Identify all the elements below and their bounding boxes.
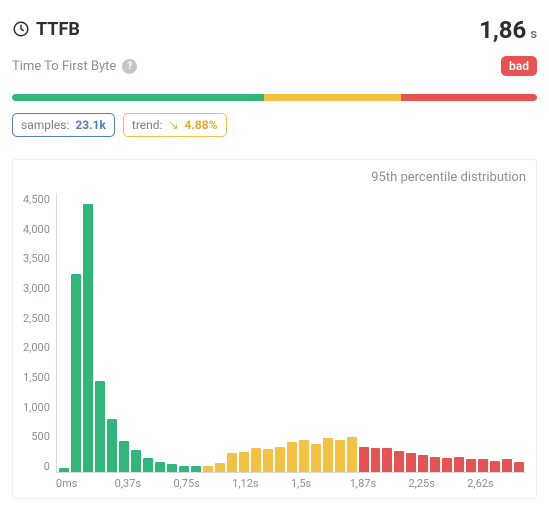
- histogram-bar: [478, 459, 488, 472]
- y-tick-label: 2,500: [23, 312, 50, 325]
- x-tick-label: 2,25s: [409, 477, 468, 490]
- histogram-bar: [466, 459, 476, 472]
- histogram-bar: [502, 459, 512, 472]
- histogram-bar: [275, 447, 285, 472]
- trend-down-icon: ↘: [168, 118, 178, 132]
- metric-title: TTFB: [36, 19, 80, 40]
- chart-title: 95th percentile distribution: [23, 170, 526, 185]
- histogram-bar: [215, 463, 225, 472]
- y-tick-label: 4,500: [23, 193, 50, 206]
- y-tick-label: 4,000: [23, 223, 50, 236]
- x-tick-label: 2,62s: [467, 477, 526, 490]
- histogram-bar: [155, 462, 165, 472]
- histogram-bar: [239, 452, 249, 472]
- trend-chip-label: trend:: [132, 118, 163, 132]
- histogram-bar: [227, 453, 237, 472]
- histogram-bar: [359, 447, 369, 472]
- metric-value: 1,86: [479, 16, 526, 44]
- distribution-segment: [12, 94, 264, 101]
- metric-unit: s: [530, 27, 537, 42]
- y-tick-label: 2,000: [23, 341, 50, 354]
- plot-wrap: 0ms0,37s0,75s1,12s1,5s1,87s2,25s2,62s: [56, 193, 526, 490]
- histogram-bar: [95, 381, 105, 472]
- trend-chip-value: 4.88%: [185, 118, 218, 132]
- histogram-bar: [430, 457, 440, 473]
- y-axis: 4,500 4,000 3,500 3,000 2,500 2,000 1,500 1,000…: [23, 193, 56, 473]
- subheader-row: Time To First Byte ? bad: [12, 56, 537, 76]
- metric-title-wrap: TTFB: [12, 19, 80, 40]
- y-tick-label: 3,500: [23, 252, 50, 265]
- distribution-segment: [264, 94, 401, 101]
- histogram-bar: [71, 274, 81, 472]
- y-tick-label: 0: [44, 460, 50, 473]
- histogram-bar: [143, 458, 153, 472]
- histogram-bar: [191, 466, 201, 472]
- distribution-segment: [401, 94, 538, 101]
- histogram-bar: [263, 449, 273, 472]
- metric-subtitle-wrap: Time To First Byte ?: [12, 59, 137, 74]
- distribution-bar: [12, 94, 537, 101]
- card-header: TTFB 1,86 s: [12, 16, 537, 44]
- histogram-bar: [394, 451, 404, 472]
- histogram-bar: [251, 448, 261, 472]
- x-tick-label: 1,5s: [291, 477, 350, 490]
- y-tick-label: 3,000: [23, 282, 50, 295]
- trend-chip[interactable]: trend: ↘ 4.88%: [123, 113, 227, 137]
- histogram-bar: [203, 466, 213, 473]
- histogram-bar: [83, 204, 93, 472]
- samples-chip-label: samples:: [21, 118, 69, 132]
- histogram-bar: [454, 457, 464, 472]
- histogram-bar: [107, 419, 117, 472]
- histogram-bar: [119, 441, 129, 472]
- histogram-bar: [371, 448, 381, 472]
- histogram-bar: [442, 458, 452, 472]
- help-icon[interactable]: ?: [122, 59, 137, 74]
- y-tick-label: 500: [31, 430, 50, 443]
- histogram-bar: [131, 450, 141, 472]
- samples-chip-value: 23.1k: [75, 118, 106, 132]
- rating-badge: bad: [501, 56, 537, 76]
- ttfb-card: TTFB 1,86 s Time To First Byte ? bad sam…: [0, 0, 549, 511]
- y-tick-label: 1,500: [23, 371, 50, 384]
- x-tick-label: 1,87s: [350, 477, 409, 490]
- histogram-bar: [335, 440, 345, 472]
- histogram-bar: [311, 444, 321, 472]
- histogram-bar: [59, 468, 69, 472]
- histogram-bar: [418, 455, 428, 472]
- metric-subtitle: Time To First Byte: [12, 59, 116, 74]
- histogram-bar: [514, 462, 524, 472]
- chart-panel: 95th percentile distribution 4,500 4,000 3…: [12, 159, 537, 499]
- histogram-bar: [347, 437, 357, 472]
- metric-value-wrap: 1,86 s: [479, 16, 537, 44]
- histogram-bar: [179, 466, 189, 473]
- x-tick-label: 1,12s: [232, 477, 291, 490]
- chips-row: samples: 23.1k trend: ↘ 4.88%: [12, 113, 537, 137]
- histogram-bar: [406, 453, 416, 472]
- plot-area: [56, 193, 526, 473]
- samples-chip[interactable]: samples: 23.1k: [12, 113, 115, 137]
- y-tick-label: 1,000: [23, 401, 50, 414]
- clock-icon: [12, 20, 30, 38]
- histogram-bar: [490, 461, 500, 472]
- histogram-bar: [382, 448, 392, 472]
- histogram-bar: [299, 440, 309, 472]
- x-tick-label: 0,75s: [173, 477, 232, 490]
- x-tick-label: 0,37s: [115, 477, 174, 490]
- x-tick-label: 0ms: [56, 477, 115, 490]
- histogram-chart: 4,500 4,000 3,500 3,000 2,500 2,000 1,500 1,000…: [23, 193, 526, 490]
- histogram-bar: [323, 438, 333, 472]
- histogram-bar: [287, 442, 297, 472]
- bars-container: [59, 193, 524, 472]
- histogram-bar: [167, 464, 177, 472]
- x-axis: 0ms0,37s0,75s1,12s1,5s1,87s2,25s2,62s: [56, 477, 526, 490]
